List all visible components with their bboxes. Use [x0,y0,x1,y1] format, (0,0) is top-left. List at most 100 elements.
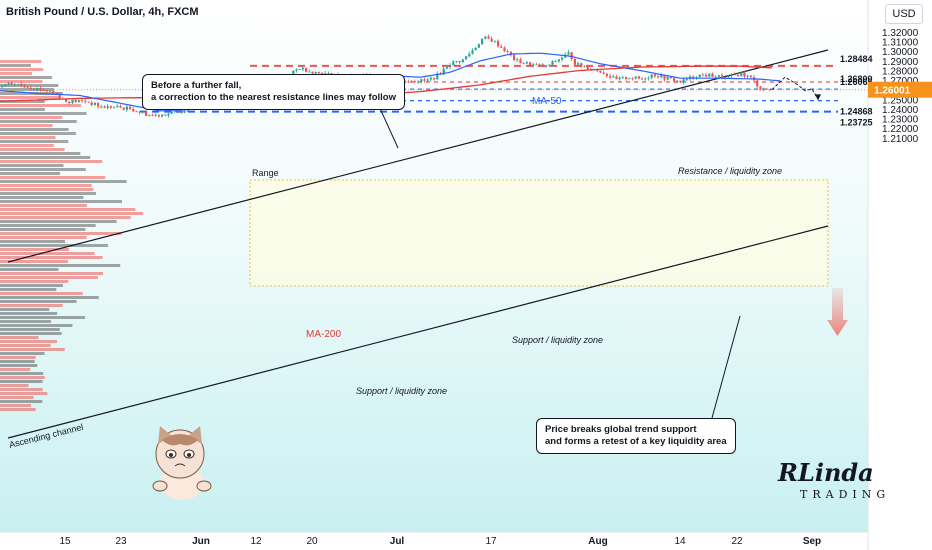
volume-bar [0,172,60,175]
candle-body [138,111,141,113]
candle-body [45,90,48,92]
candle-body [653,74,656,77]
candle-body [458,61,461,63]
volume-bar [0,324,73,327]
candle-body [497,40,500,47]
candle-body [513,55,516,60]
candle-body [317,71,320,74]
candle-body [660,74,663,78]
volume-bar [0,244,108,247]
candle-body [145,111,148,116]
volume-bar [0,360,35,363]
volume-bar [0,208,136,211]
candle-body [573,59,576,65]
candle-body [583,66,586,68]
candle-body [676,80,679,82]
volume-bar [0,188,94,191]
volume-bar [0,184,92,187]
currency-button[interactable]: USD [885,4,923,24]
volume-bar [0,168,86,171]
volume-bar [0,192,96,195]
candle-body [516,59,519,61]
candle-body [465,56,468,60]
candle-body [657,76,660,78]
candle-body [605,73,608,77]
candle-body [461,59,464,63]
candle-body [519,59,522,64]
candle-body [535,64,538,66]
candle-body [740,72,743,77]
candle-body [567,52,570,55]
volume-bar [0,248,69,251]
volume-bar [0,364,38,367]
candle-body [305,67,308,72]
price-tick-label: 1.28000 [882,67,919,78]
candle-body [481,38,484,45]
volume-bar [0,200,122,203]
time-tick-label: 17 [485,536,497,547]
candle-body [532,64,535,66]
volume-bar [0,320,51,323]
volume-bar [0,352,45,355]
callout-bottom: Price breaks global trend support and fo… [536,418,736,454]
price-tick-label: 1.30000 [882,47,919,58]
time-tick-label: Aug [588,536,607,547]
candle-body [714,76,717,78]
price-tag-box [868,81,932,98]
candle-body [698,74,701,78]
candle-body [477,44,480,48]
price-axis[interactable]: 1.320001.310001.300001.290001.280001.270… [882,28,919,145]
candle-body [1,86,4,88]
projection-path [771,76,819,100]
candle-body [413,81,416,82]
candle-body [7,83,10,85]
candle-body [609,76,612,78]
volume-bar [0,404,31,407]
volume-bar [0,196,84,199]
candle-body [666,77,669,80]
candle-body [420,79,423,82]
volume-bar [0,308,50,311]
candle-body [436,73,439,80]
volume-bar [0,240,65,243]
volume-bar [0,60,42,63]
volume-bar [0,148,65,151]
volume-bar [0,120,77,123]
volume-bar [0,100,45,103]
volume-bar [0,336,39,339]
candle-body [650,74,653,78]
candle-body [301,67,304,70]
candle-body [407,81,410,83]
candle-body [71,99,74,104]
candle-body [561,57,564,60]
volume-bar [0,396,34,399]
candle-body [580,63,583,67]
volume-bar [0,108,45,111]
volume-bar [0,356,36,359]
candle-body [452,61,455,65]
level-value-label: 1.28484 [840,54,873,64]
candle-body [673,78,676,82]
callout-top: Before a further fall, a correction to t… [142,74,405,110]
time-axis[interactable]: 15 23 Jun 12 20 Jul 17 Aug 14 22 Sep [59,536,821,547]
volume-bar [0,236,87,239]
candle-body [106,106,109,108]
volume-bar [0,392,48,395]
volume-bar [0,380,43,383]
candle-body [500,46,503,48]
candle-body [737,75,740,77]
candle-body [708,73,711,77]
candle-body [103,106,106,108]
candle-body [125,106,128,110]
candle-body [522,63,525,65]
candle-body [77,100,80,103]
candle-body [730,74,733,76]
volume-bar [0,232,122,235]
volume-bar [0,64,31,67]
candle-body [151,115,154,116]
candle-body [586,66,589,70]
callout-top-line2: a correction to the nearest resistance l… [151,92,396,103]
candle-body [490,38,493,42]
